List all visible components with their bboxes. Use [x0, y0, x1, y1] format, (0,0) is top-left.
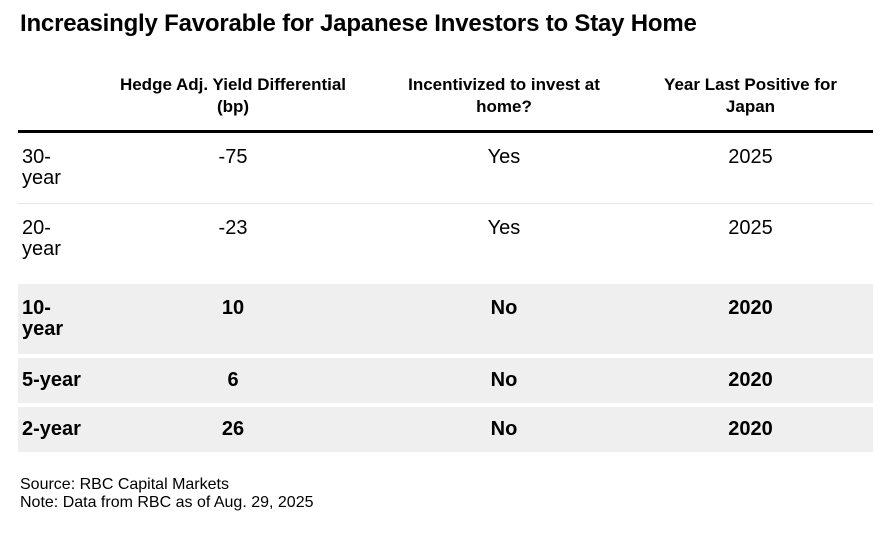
cell-yield-differential: 10	[86, 284, 380, 358]
table-row-10-year: 10-year 10 No 2020	[18, 284, 873, 358]
cell-yield-differential: -75	[86, 131, 380, 204]
row-label: 5-year	[18, 356, 86, 407]
note-line: Note: Data from RBC as of Aug. 29, 2025	[20, 493, 314, 511]
cell-incentivized: Yes	[380, 131, 628, 204]
header-line: Year Last Positive for	[664, 75, 837, 94]
header-cell-yield-differential: Hedge Adj. Yield Differential (bp)	[86, 74, 380, 133]
cell-yield-differential: 6	[86, 356, 380, 407]
cell-year-last-positive: 2025	[728, 217, 773, 239]
cell-incentivized: Yes	[487, 217, 521, 239]
row-label: 20-year	[22, 217, 61, 260]
table-row-5-year: 5-year 6 No 2020	[18, 356, 873, 407]
cell-incentivized: No	[380, 356, 628, 407]
cell-year-last-positive: 2020	[628, 356, 873, 407]
data-table: Hedge Adj. Yield Differential (bp) Incen…	[18, 74, 873, 452]
chart-title: Increasingly Favorable for Japanese Inve…	[20, 10, 697, 37]
header-line: Japan	[725, 97, 776, 116]
cell-yield-differential: -23	[218, 217, 248, 239]
source-line: Source: RBC Capital Markets	[20, 476, 229, 493]
cell-yield-differential: 26	[221, 418, 245, 440]
row-label: 30-year	[18, 131, 86, 204]
header-line: (bp)	[216, 97, 250, 116]
cell-incentivized: No	[380, 284, 628, 358]
header-cell-incentivized: Incentivized to invest at home?	[380, 74, 628, 133]
header-line: Incentivized to invest at	[408, 75, 600, 94]
cell-year-last-positive: 2020	[728, 418, 773, 440]
header-line: home?	[476, 97, 532, 116]
table-row-30-year: 30-year -75 Yes 2025	[18, 131, 873, 204]
header-cell-year-last-positive: Year Last Positive for Japan	[628, 74, 873, 133]
table-row-2-year: 2-year 26 No 2020	[18, 405, 873, 452]
header-line: Hedge Adj. Yield Differential	[119, 75, 347, 94]
cell-incentivized: No	[490, 418, 518, 440]
row-label: 2-year	[22, 418, 81, 440]
row-label: 10-year	[18, 284, 86, 358]
cell-year-last-positive: 2025	[628, 131, 873, 204]
header-row: Hedge Adj. Yield Differential (bp) Incen…	[18, 74, 873, 133]
cell-year-last-positive: 2020	[628, 284, 873, 358]
header-cell-empty	[18, 74, 86, 133]
table-row-20-year: 20-year -23 Yes 2025	[18, 204, 873, 285]
footnotes: Source: RBC Capital Markets Note: Data f…	[20, 476, 882, 511]
